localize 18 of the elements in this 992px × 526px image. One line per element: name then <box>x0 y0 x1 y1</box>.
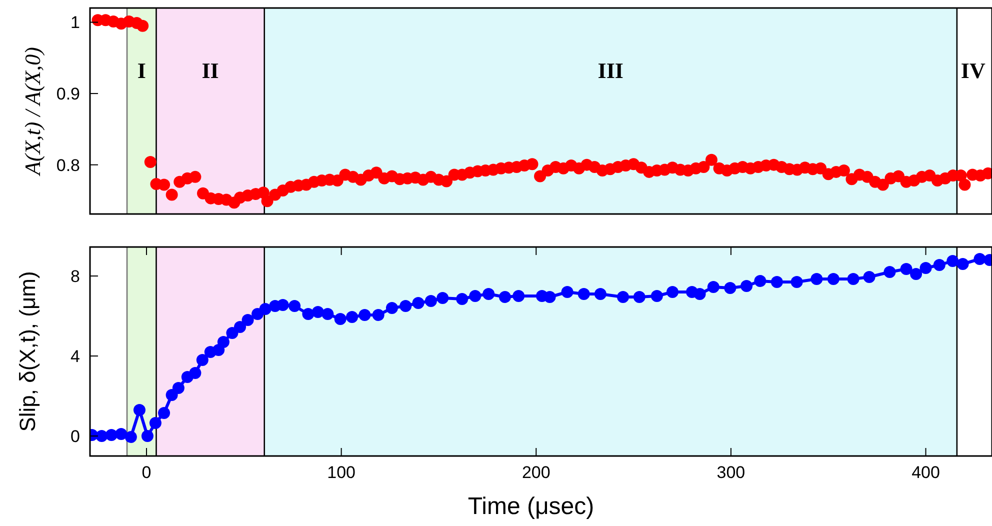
x-tick-label: 100 <box>327 463 356 482</box>
y-tick-label: 1 <box>70 13 80 32</box>
x-tick-label: 0 <box>142 463 152 482</box>
ref-line-label: IV <box>960 58 986 83</box>
x-axis-title: Time (μsec) <box>468 493 594 520</box>
y-tick-label: 0.8 <box>56 156 80 175</box>
x-tick-label: 400 <box>912 463 940 482</box>
x-tick-label: 200 <box>522 463 550 482</box>
y-tick-label: 4 <box>70 346 80 366</box>
band-label: II <box>202 58 219 83</box>
y-axis-title: A(X,t) / A(X,0) <box>20 47 45 177</box>
y-axis-title: Slip, δ(X,t), (μm) <box>15 271 40 432</box>
band-label: I <box>137 58 146 83</box>
x-tick-label: 300 <box>716 463 746 482</box>
y-tick-label: 8 <box>70 266 80 286</box>
band-label: III <box>598 58 624 83</box>
y-tick-label: 0 <box>70 426 80 446</box>
y-tick-label: 0.9 <box>56 84 80 104</box>
